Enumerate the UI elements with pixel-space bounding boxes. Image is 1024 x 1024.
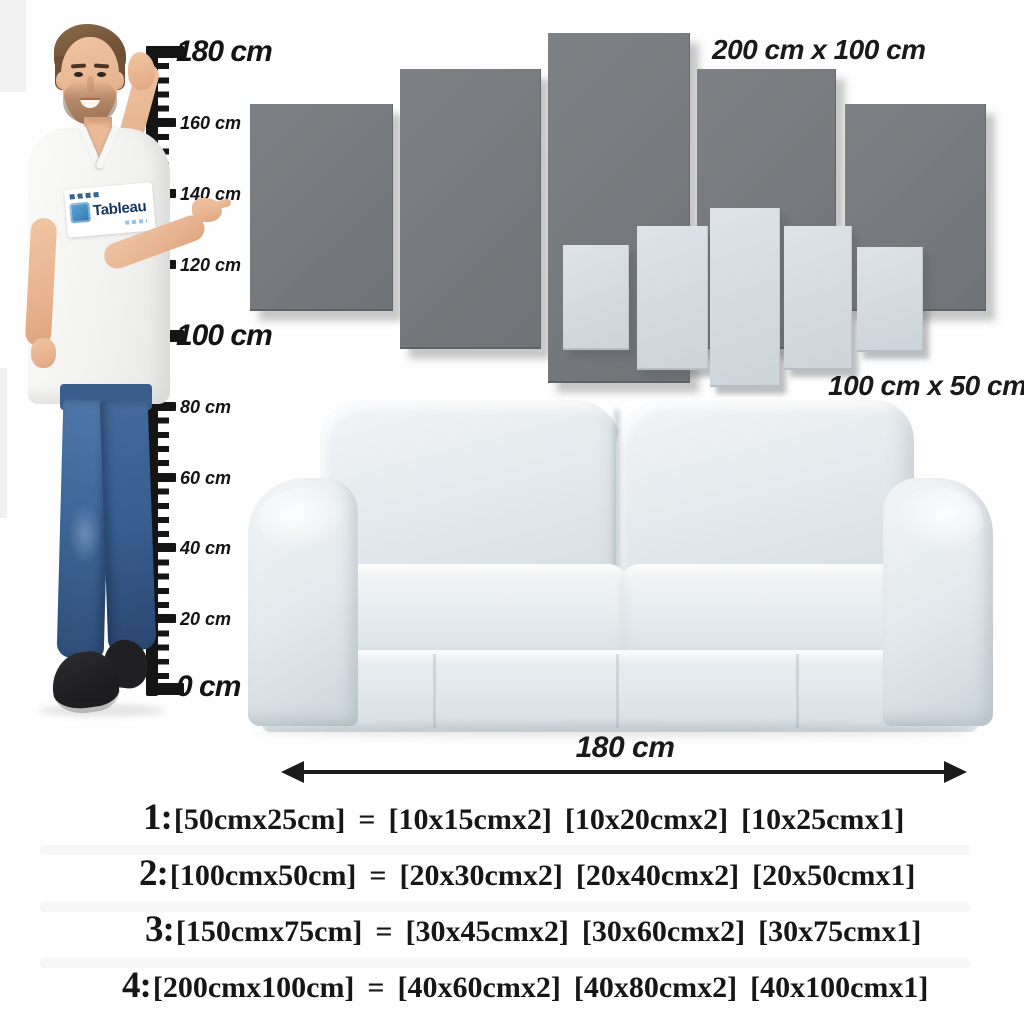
sofa-back-crease: [614, 410, 620, 590]
small-canvas-panel-3: [710, 208, 780, 387]
small-canvas-panel-2: [637, 226, 708, 370]
jeans: [56, 384, 157, 680]
sofa-skirt-pleat: [796, 654, 799, 728]
scan-artifact: [40, 958, 970, 968]
equals-sign: =: [375, 915, 393, 948]
ruler-label-40: 40 cm: [180, 538, 232, 558]
ruler-major-tick: [146, 683, 184, 695]
large-set-dimension-label: 200 cm x 100 cm: [712, 34, 926, 65]
ruler-label-80: 80 cm: [180, 397, 232, 417]
equals-sign: =: [358, 803, 376, 836]
scan-artifact: [40, 845, 970, 855]
sofa-skirt: [262, 650, 978, 732]
size-option-marker: 3:: [145, 909, 175, 950]
ruler-label-180: 180 cm: [176, 35, 273, 68]
size-option-part: [40x60cmx2]: [397, 971, 561, 1004]
feet-shadow: [40, 704, 165, 717]
ruler-major-tick: [146, 46, 184, 58]
equals-sign: =: [369, 859, 387, 892]
ruler-label-0: 0 cm: [176, 670, 241, 703]
scan-artifact: [0, 0, 26, 92]
nose: [87, 76, 94, 92]
eye-right: [97, 72, 106, 77]
large-canvas-panel-1: [250, 104, 393, 311]
small-canvas-panel-1: [563, 245, 629, 350]
ruler-major-tick: [146, 118, 176, 127]
size-option-part: [40x100cmx1]: [750, 971, 929, 1004]
small-canvas-panel-4: [784, 226, 852, 370]
jeans-leg-right: [99, 399, 157, 651]
raised-hand: [128, 52, 155, 90]
large-canvas-panel-2: [400, 69, 541, 349]
sofa-arm-roll-left: [258, 488, 346, 552]
size-option-total: [200cmx100cm]: [152, 971, 355, 1004]
size-option-part: [30x75cmx1]: [758, 915, 922, 948]
eye-left: [74, 72, 83, 77]
size-option-row-1: 1: [50cmx25cm] = [10x15cmx2] [10x20cmx2] …: [143, 796, 904, 839]
size-option-part: [30x45cmx2]: [405, 915, 569, 948]
size-option-total: [100cmx50cm]: [169, 859, 357, 892]
size-option-part: [30x60cmx2]: [581, 915, 746, 948]
ruler-label-20: 20 cm: [180, 609, 232, 629]
size-option-total: [50cmx25cm]: [173, 803, 346, 836]
size-option-part: [20x40cmx2]: [575, 859, 740, 892]
small-canvas-panel-5: [857, 247, 923, 352]
width-arrow-right-head: [944, 761, 967, 783]
ruler-major-tick: [146, 543, 176, 552]
scan-artifact: [0, 368, 7, 518]
ruler-label-120: 120 cm: [180, 255, 242, 275]
width-arrow-left-head: [281, 761, 304, 783]
sofa-back-cushion-right: [616, 400, 914, 596]
jeans-knee-highlight: [68, 504, 102, 564]
tableau-logo-patch: Tableau: [64, 182, 156, 238]
sofa-skirt-pleat: [616, 654, 619, 728]
size-option-part: [10x25cmx1]: [741, 803, 905, 836]
size-option-part: [20x30cmx2]: [399, 859, 563, 892]
size-option-total: [150cmx75cm]: [175, 915, 363, 948]
sofa-back-cushion-left: [320, 400, 622, 596]
sofa: [248, 392, 993, 737]
size-option-marker: 2:: [139, 853, 169, 894]
sofa-floor-shadow: [258, 724, 970, 737]
size-option-row-4: 4: [200cmx100cm] = [40x60cmx2] [40x80cmx2…: [122, 964, 928, 1007]
ruler-major-tick: [146, 614, 176, 623]
size-option-row-3: 3: [150cmx75cm] = [30x45cmx2] [30x60cmx2]…: [145, 908, 921, 951]
size-option-part: [10x20cmx2]: [564, 803, 729, 836]
sofa-skirt-pleat: [433, 654, 436, 728]
ruler-label-60: 60 cm: [180, 468, 232, 488]
size-option-part: [10x15cmx2]: [388, 803, 552, 836]
ruler-major-tick: [146, 473, 176, 482]
hanging-hand: [31, 338, 56, 368]
scale-figure-man: Tableau: [10, 22, 245, 722]
size-option-marker: 1:: [143, 797, 173, 838]
logo-pixel-squares-small: [124, 218, 148, 225]
size-option-part: [20x50cmx1]: [752, 859, 916, 892]
smile: [80, 98, 100, 108]
width-arrow-shaft: [302, 770, 946, 774]
head: [54, 24, 126, 134]
tableau-logo-text: Tableau: [92, 197, 148, 220]
sofa-arm-roll-right: [895, 488, 983, 552]
equals-sign: =: [367, 971, 385, 1004]
size-option-row-2: 2: [100cmx50cm] = [20x30cmx2] [20x40cmx2]…: [139, 852, 915, 895]
scan-artifact: [40, 902, 970, 912]
size-option-marker: 4:: [122, 965, 152, 1006]
ruler-label-160: 160 cm: [180, 113, 242, 133]
ruler-label-100: 100 cm: [176, 319, 273, 352]
sofa-width-label: 180 cm: [575, 731, 675, 764]
size-option-part: [40x80cmx2]: [573, 971, 738, 1004]
tableau-logo-icon: [69, 201, 91, 224]
small-set-dimension-label: 100 cm x 50 cm: [828, 370, 1024, 401]
ruler-major-tick: [146, 402, 176, 411]
logo-pixel-squares: [69, 191, 100, 200]
